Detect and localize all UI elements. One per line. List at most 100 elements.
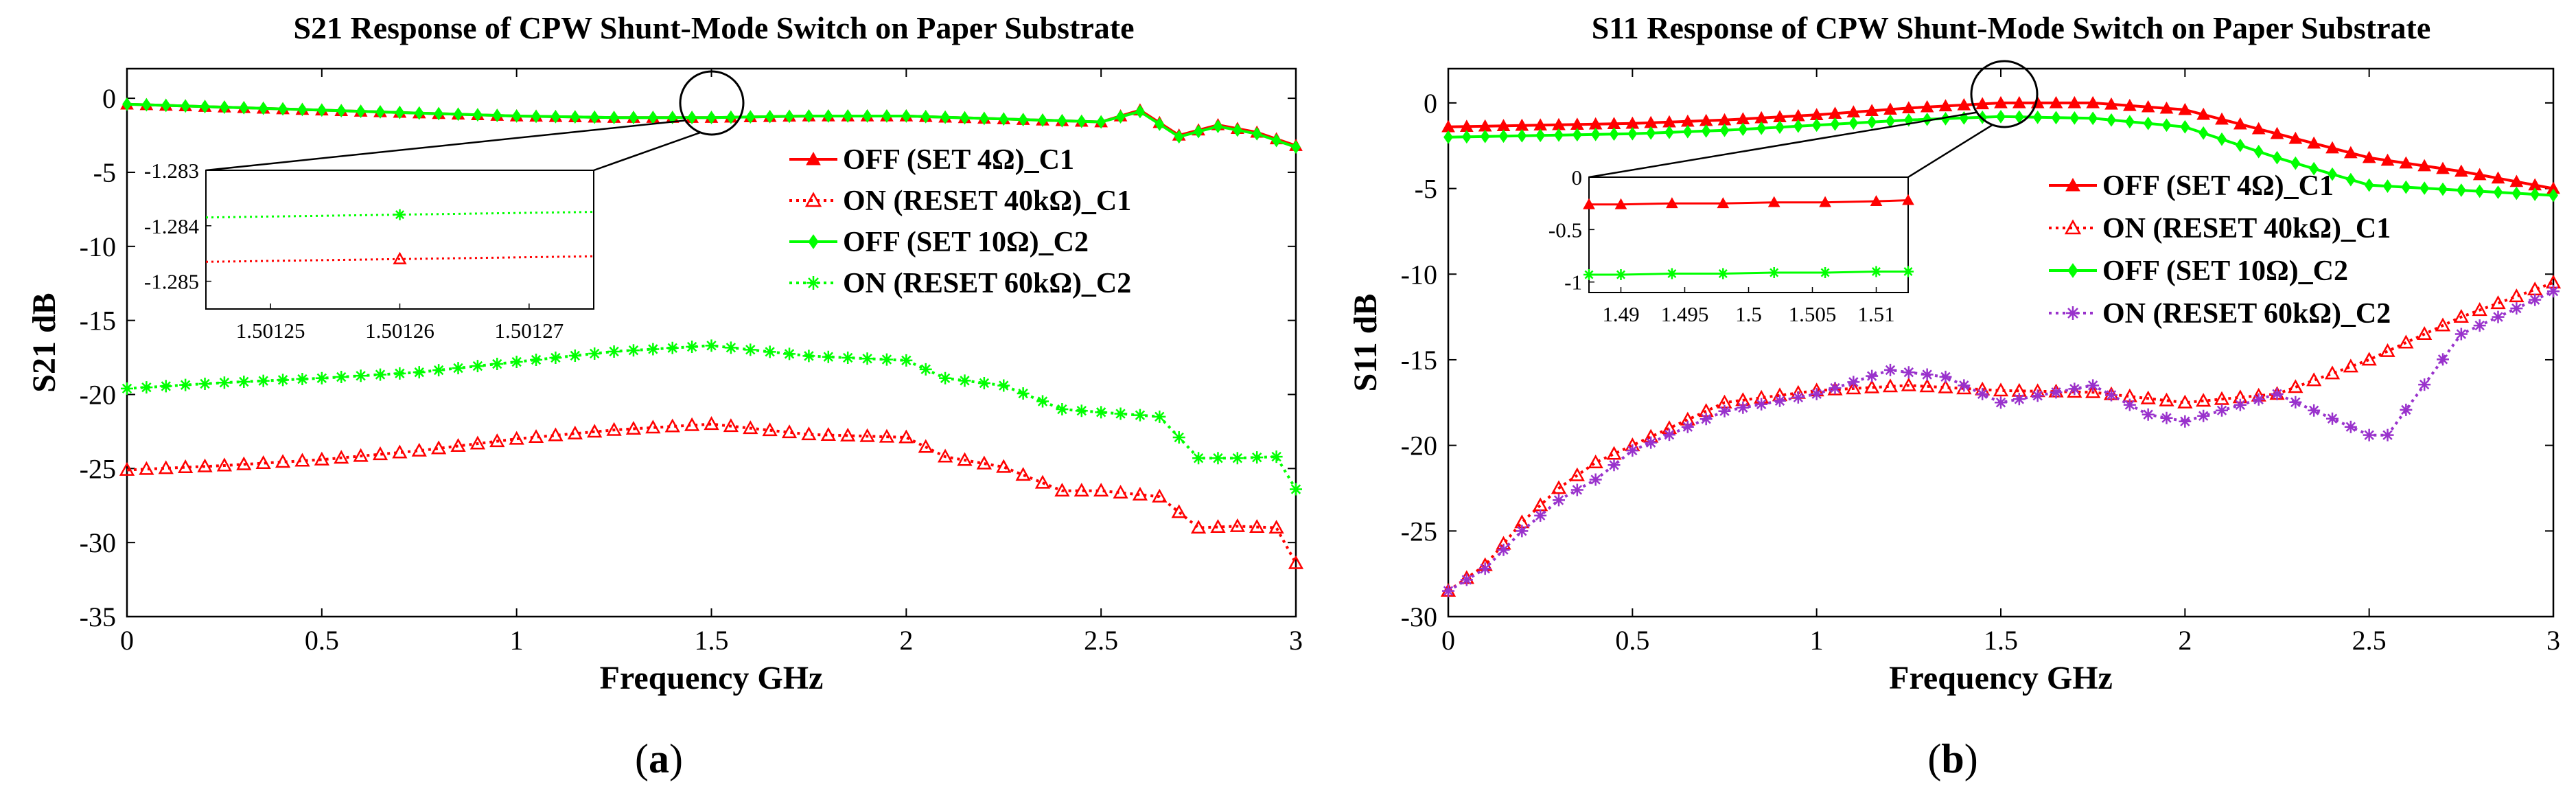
y-tick-label: -20 (1401, 431, 1437, 461)
data-point (277, 374, 290, 387)
data-point (548, 427, 564, 442)
data-point (336, 104, 347, 118)
data-point (842, 351, 855, 364)
inset-x-tick-label: 1.5 (1735, 302, 1762, 326)
x-tick-label: 2.5 (1084, 625, 1118, 656)
data-point (1034, 474, 1051, 489)
data-point (1442, 584, 1454, 597)
data-point (159, 380, 172, 393)
data-point (843, 109, 853, 123)
data-point (178, 459, 194, 474)
data-point (1663, 428, 1675, 442)
data-point (2179, 415, 2192, 428)
data-point (2382, 179, 2393, 193)
data-point (2399, 156, 2413, 169)
x-tick-label: 2 (2178, 625, 2192, 656)
data-point (2363, 428, 2376, 442)
data-point (1018, 113, 1028, 127)
data-point (1015, 467, 1031, 481)
data-point (745, 110, 756, 124)
data-point (1154, 117, 1165, 131)
data-point (1252, 127, 1262, 141)
data-point (880, 353, 893, 366)
data-point (920, 110, 931, 124)
data-point (334, 450, 349, 464)
data-point (1113, 484, 1128, 499)
legend-label: ON (RESET 40kΩ)_C1 (2102, 213, 2391, 244)
data-point (258, 101, 268, 115)
data-point (704, 416, 719, 431)
zoom-connector (593, 131, 701, 172)
data-point (1174, 130, 1184, 144)
data-point (2381, 428, 2394, 442)
data-point (2180, 119, 2190, 134)
data-point (1249, 518, 1265, 533)
data-point (1190, 520, 1207, 534)
data-point (2437, 353, 2449, 366)
data-point (1791, 391, 1805, 404)
data-point (1682, 124, 1693, 139)
data-point (2177, 394, 2193, 409)
data-point (413, 366, 426, 379)
data-point (2509, 288, 2525, 303)
data-point (1921, 368, 1934, 381)
data-point (785, 109, 794, 124)
data-point (1570, 483, 1583, 496)
data-point (587, 424, 603, 438)
data-point (1554, 128, 1564, 142)
data-point (297, 102, 308, 117)
data-point (762, 422, 778, 437)
caption-letter: a (649, 736, 669, 781)
inset-x-tick-label: 1.50126 (365, 319, 434, 343)
data-point (278, 102, 288, 116)
legend-marker (804, 192, 822, 207)
data-point (1588, 454, 1603, 469)
data-point (2235, 138, 2245, 152)
series-line (1447, 281, 2554, 593)
inset-x-tick-label: 1.495 (1661, 302, 1709, 326)
data-point (453, 107, 463, 122)
data-point (2308, 404, 2321, 417)
data-point (2198, 126, 2209, 140)
data-point (2493, 185, 2503, 199)
inset-data-point (1666, 268, 1678, 279)
data-point (1755, 398, 1768, 411)
data-point (2104, 97, 2118, 110)
data-point (1958, 379, 1971, 392)
inset-data-point (394, 209, 406, 220)
series-2 (122, 97, 1301, 154)
data-point (161, 98, 171, 113)
data-point (861, 352, 874, 365)
data-point (1699, 413, 1713, 426)
data-point (1516, 525, 1529, 538)
data-point (2088, 111, 2098, 126)
data-point (862, 109, 872, 123)
data-point (763, 345, 776, 358)
data-point (1115, 110, 1126, 124)
data-point (395, 105, 405, 119)
y-tick-label: -25 (1401, 516, 1437, 547)
data-point (1251, 451, 1264, 464)
data-point (664, 418, 680, 433)
data-point (1996, 109, 2006, 124)
chart-title: S11 Response of CPW Shunt-Mode Switch on… (1592, 10, 2431, 45)
data-point (2420, 181, 2430, 195)
data-point (2492, 310, 2505, 323)
data-point (823, 109, 833, 123)
data-point (353, 448, 369, 462)
data-point (1075, 404, 1088, 417)
data-point (549, 351, 562, 364)
data-point (2122, 98, 2137, 111)
x-axis-label: Frequency GHz (600, 660, 824, 696)
legend-label: OFF (SET 4Ω)_C1 (843, 144, 1074, 176)
data-point (977, 376, 990, 389)
data-point (2160, 411, 2173, 424)
inset-x-tick-label: 1.50127 (494, 319, 564, 343)
data-point (220, 100, 229, 114)
data-point (2472, 302, 2487, 317)
data-point (882, 109, 892, 123)
inset-data-point (1614, 198, 1627, 209)
series-1 (119, 416, 1304, 569)
y-tick-label: -10 (1401, 259, 1437, 290)
data-point (181, 99, 191, 113)
